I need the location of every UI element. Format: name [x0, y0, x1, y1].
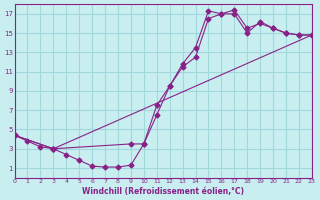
X-axis label: Windchill (Refroidissement éolien,°C): Windchill (Refroidissement éolien,°C) [82, 187, 244, 196]
